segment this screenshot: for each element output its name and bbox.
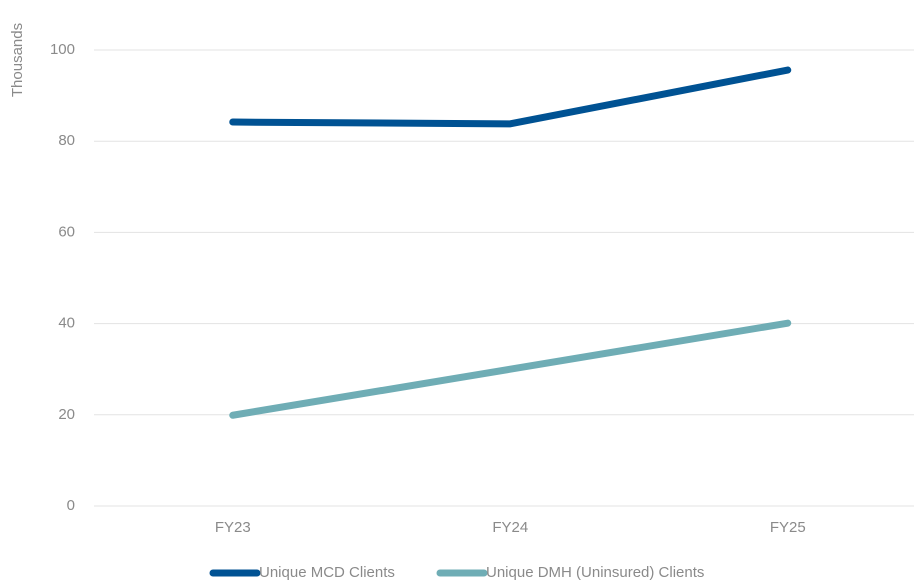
x-tick-label: FY25 (770, 519, 806, 536)
y-tick-label: 100 (50, 41, 75, 58)
legend-label: Unique MCD Clients (259, 564, 395, 581)
y-axis-title: Thousands (9, 23, 26, 97)
x-tick-label: FY24 (492, 519, 528, 536)
y-tick-label: 80 (58, 132, 75, 149)
legend-label: Unique DMH (Uninsured) Clients (486, 564, 704, 581)
series-line (229, 66, 792, 128)
y-tick-label: 20 (58, 406, 75, 423)
y-tick-label: 40 (58, 315, 75, 332)
series-line (229, 319, 792, 419)
y-tick-label: 60 (58, 223, 75, 240)
x-tick-label: FY23 (215, 519, 251, 536)
y-tick-label: 0 (67, 497, 75, 514)
